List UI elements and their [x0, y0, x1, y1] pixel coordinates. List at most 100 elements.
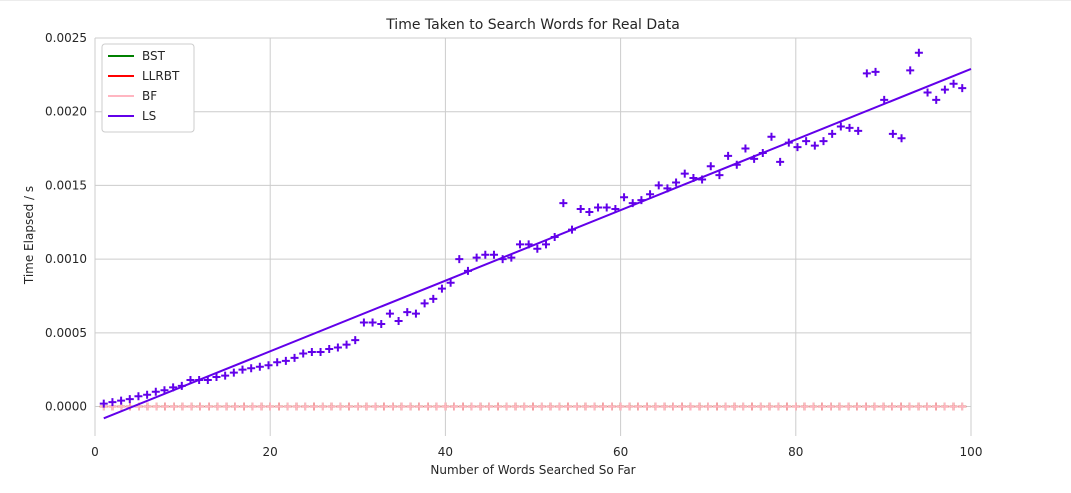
x-tick-labels: 0 20 40 60 80 100 — [91, 445, 982, 459]
data-point — [229, 368, 238, 377]
data-point — [485, 402, 494, 411]
data-point — [712, 402, 721, 411]
y-axis-title: Time Elapsed / s — [22, 186, 36, 285]
data-point — [576, 204, 585, 213]
data-point — [914, 48, 923, 57]
data-point — [520, 402, 529, 411]
grid — [94, 37, 972, 436]
data-point — [353, 402, 362, 411]
data-point — [299, 349, 308, 358]
data-point — [108, 398, 117, 407]
data-point — [187, 402, 196, 411]
data-point — [793, 143, 802, 152]
data-point — [581, 402, 590, 411]
data-point — [572, 402, 581, 411]
data-point — [327, 402, 336, 411]
data-point — [802, 137, 811, 146]
data-point — [134, 392, 143, 401]
legend-box — [101, 43, 195, 133]
data-point — [318, 402, 327, 411]
x-tick-label: 40 — [438, 445, 453, 459]
fit-line-group — [103, 68, 972, 420]
data-point — [826, 402, 835, 411]
data-point — [783, 402, 792, 411]
x-tick-label: 60 — [613, 445, 628, 459]
data-point — [406, 402, 415, 411]
data-point — [342, 340, 351, 349]
data-point — [502, 402, 511, 411]
data-point — [715, 171, 724, 180]
data-point — [264, 361, 273, 370]
ls-fit-line — [103, 68, 972, 420]
x-tick-label: 100 — [960, 445, 983, 459]
data-point — [680, 169, 689, 178]
data-point — [247, 364, 256, 373]
data-point — [931, 402, 940, 411]
x-tick-label: 80 — [788, 445, 803, 459]
data-point — [161, 402, 170, 411]
data-point — [672, 178, 681, 187]
data-point — [307, 347, 316, 356]
data-point — [888, 129, 897, 138]
data-point — [231, 402, 240, 411]
data-point — [274, 402, 283, 411]
data-point — [542, 240, 551, 249]
data-point — [125, 395, 134, 404]
data-point — [325, 345, 334, 354]
data-point — [879, 402, 888, 411]
y-tick-label: 0.0025 — [45, 31, 87, 45]
data-point — [871, 67, 880, 76]
data-point — [472, 253, 481, 262]
data-point — [204, 402, 213, 411]
data-point — [835, 402, 844, 411]
data-point — [283, 402, 292, 411]
data-point — [774, 402, 783, 411]
data-point — [555, 402, 564, 411]
data-point — [493, 402, 502, 411]
legend-label: LLRBT — [142, 69, 180, 83]
data-point — [923, 88, 932, 97]
data-point — [377, 319, 386, 328]
data-point — [143, 390, 152, 399]
data-point — [651, 402, 660, 411]
data-point — [906, 66, 915, 75]
data-point — [117, 396, 126, 405]
data-point — [940, 402, 949, 411]
data-point — [455, 255, 464, 264]
data-point — [403, 308, 412, 317]
data-point — [599, 402, 608, 411]
data-point — [388, 402, 397, 411]
data-point — [529, 402, 537, 411]
data-point — [949, 402, 958, 411]
data-point — [99, 399, 108, 408]
data-point — [380, 402, 389, 411]
data-point — [515, 240, 524, 249]
data-point — [602, 203, 611, 212]
data-point — [819, 137, 828, 146]
data-point — [222, 402, 231, 411]
y-tick-labels: 0.0000 0.0005 0.0010 0.0015 0.0020 0.0025 — [45, 31, 87, 414]
data-point — [862, 69, 871, 78]
data-point — [861, 402, 870, 411]
data-point — [446, 278, 455, 287]
legend-label: LS — [142, 109, 156, 123]
data-point — [888, 402, 897, 411]
series-bf — [99, 402, 967, 411]
data-point — [546, 402, 555, 411]
data-point — [585, 207, 594, 216]
data-point — [914, 402, 923, 411]
data-point — [351, 336, 360, 345]
data-point — [695, 402, 704, 411]
data-point — [316, 347, 325, 356]
data-point — [949, 79, 958, 88]
y-tick-label: 0.0005 — [45, 326, 87, 340]
data-point — [411, 309, 420, 318]
data-point — [221, 371, 230, 380]
data-point — [767, 132, 776, 141]
data-point — [397, 402, 406, 411]
data-point — [809, 402, 818, 411]
data-point — [385, 309, 394, 318]
legend-label: BST — [142, 49, 166, 63]
data-point — [564, 402, 573, 411]
data-point — [255, 362, 264, 371]
